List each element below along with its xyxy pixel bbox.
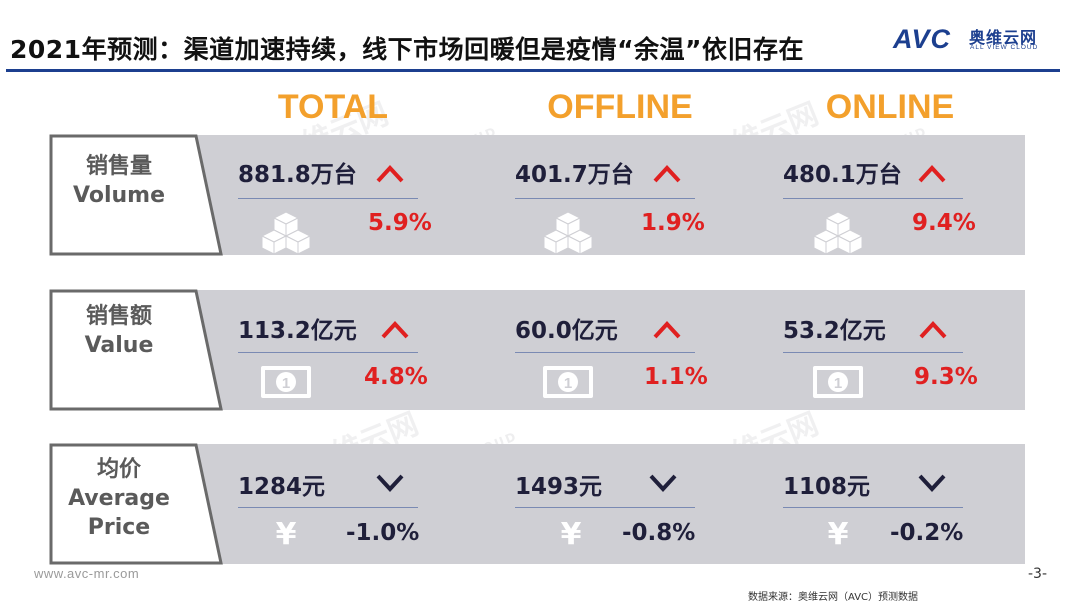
percent-change: -0.2% xyxy=(890,520,964,546)
col-header-online: ONLINE xyxy=(825,88,955,126)
row-label-cn: 销售量 xyxy=(85,154,152,179)
row-label-en: Volume xyxy=(73,183,165,208)
title-rule xyxy=(6,69,1060,72)
down-arrow-icon xyxy=(376,474,404,492)
svg-text:1: 1 xyxy=(834,375,842,392)
page-number: -3- xyxy=(1028,566,1048,582)
metric-divider xyxy=(783,507,963,508)
logo-cn: 奥维云网 xyxy=(969,28,1038,47)
percent-change: 9.3% xyxy=(914,364,978,390)
yen-icon: ¥ xyxy=(560,517,582,552)
row-label-value: 销售额 Value xyxy=(60,302,178,360)
metric-value: 113.2亿元 xyxy=(238,318,357,344)
up-arrow-icon xyxy=(918,165,946,183)
up-arrow-icon xyxy=(381,321,409,339)
percent-change: 1.9% xyxy=(641,210,705,236)
row-band-price xyxy=(60,444,1025,564)
row-label-en: Average xyxy=(68,486,170,511)
logo-en: ALL VIEW CLOUD xyxy=(970,44,1039,51)
metric-value: 1108元 xyxy=(783,474,871,500)
metric-value: 401.7万台 xyxy=(515,162,634,188)
banknote-icon: 1 xyxy=(261,366,311,398)
up-arrow-icon xyxy=(653,165,681,183)
col-header-total: TOTAL xyxy=(277,88,389,126)
metric-value: 53.2亿元 xyxy=(783,318,886,344)
up-arrow-icon xyxy=(919,321,947,339)
row-label-cn: 销售额 xyxy=(85,304,152,329)
up-arrow-icon xyxy=(653,321,681,339)
metric-value: 480.1万台 xyxy=(783,162,902,188)
boxes-icon xyxy=(260,211,312,254)
row-label-shape-value xyxy=(49,289,223,411)
boxes-icon xyxy=(812,211,864,254)
row-band-volume xyxy=(60,135,1025,255)
svg-text:1: 1 xyxy=(564,375,572,392)
row-label-cn: 均价 xyxy=(96,457,141,482)
logo-brand: AVC xyxy=(893,24,952,54)
metric-divider xyxy=(238,198,418,199)
data-source: 数据来源：奥维云网（AVC）预测数据 xyxy=(748,592,919,603)
row-label-price: 均价 Average Price xyxy=(60,455,178,542)
percent-change: 1.1% xyxy=(644,364,708,390)
percent-change: 4.8% xyxy=(364,364,428,390)
metric-divider xyxy=(783,198,963,199)
metric-divider xyxy=(238,352,418,353)
row-label-en: Price xyxy=(87,515,151,540)
banknote-icon: 1 xyxy=(813,366,863,398)
metric-value: 881.8万台 xyxy=(238,162,357,188)
page-title: 2021年预测：渠道加速持续，线下市场回暖但是疫情“余温”依旧存在 xyxy=(10,35,804,64)
down-arrow-icon xyxy=(918,474,946,492)
brand-logo: AVC 奥维云网 ALL VIEW CLOUD xyxy=(893,24,1063,56)
percent-change: 5.9% xyxy=(368,210,432,236)
yen-icon: ¥ xyxy=(827,517,849,552)
footer-url: www.avc-mr.com xyxy=(34,566,140,581)
svg-text:1: 1 xyxy=(282,375,290,392)
down-arrow-icon xyxy=(649,474,677,492)
banknote-icon: 1 xyxy=(543,366,593,398)
row-label-shape-price xyxy=(49,443,223,565)
yen-icon: ¥ xyxy=(275,517,297,552)
metric-value: 1284元 xyxy=(238,474,326,500)
percent-change: -1.0% xyxy=(346,520,420,546)
metric-divider xyxy=(783,352,963,353)
percent-change: 9.4% xyxy=(912,210,976,236)
row-label-volume: 销售量 Volume xyxy=(60,152,178,210)
metric-value: 1493元 xyxy=(515,474,603,500)
up-arrow-icon xyxy=(376,165,404,183)
metric-divider xyxy=(238,507,418,508)
metric-value: 60.0亿元 xyxy=(515,318,618,344)
percent-change: -0.8% xyxy=(622,520,696,546)
col-header-offline: OFFLINE xyxy=(547,88,693,126)
boxes-icon xyxy=(542,211,594,254)
row-band-value xyxy=(60,290,1025,410)
row-label-shape-volume xyxy=(49,134,223,256)
metric-divider xyxy=(515,507,695,508)
metric-divider xyxy=(515,198,695,199)
row-label-en: Value xyxy=(84,333,154,358)
metric-divider xyxy=(515,352,695,353)
